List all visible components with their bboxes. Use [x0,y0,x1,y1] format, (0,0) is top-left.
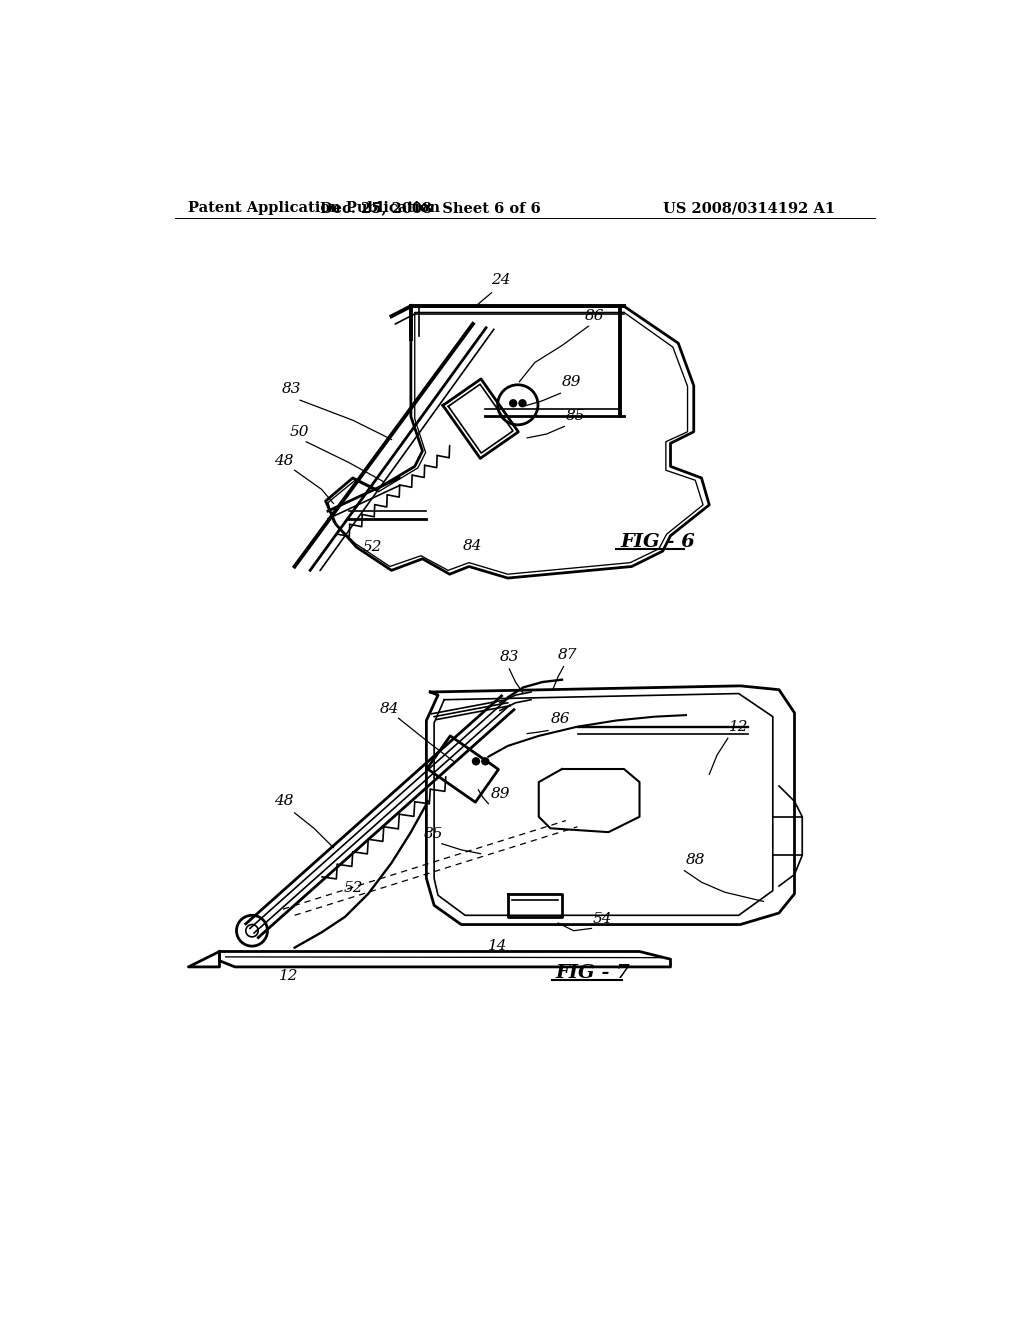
Circle shape [519,400,526,407]
Text: 89: 89 [490,787,510,800]
Text: 88: 88 [686,854,706,867]
Text: 86: 86 [586,309,605,323]
Text: Dec. 25, 2008  Sheet 6 of 6: Dec. 25, 2008 Sheet 6 of 6 [319,202,541,215]
Text: 83: 83 [282,383,301,396]
Text: 48: 48 [273,454,293,467]
Text: 85: 85 [424,828,443,841]
Text: 14: 14 [488,939,508,953]
Circle shape [510,400,517,407]
Text: 84: 84 [463,539,482,553]
Circle shape [481,758,488,764]
Text: 24: 24 [490,273,510,286]
Text: 50: 50 [289,425,308,438]
Text: 84: 84 [380,702,399,715]
Circle shape [472,758,479,764]
Text: 52: 52 [362,540,382,554]
Text: 83: 83 [500,651,519,664]
Text: 12: 12 [729,719,749,734]
Text: 48: 48 [273,795,293,808]
Text: 86: 86 [550,711,570,726]
Text: Patent Application Publication: Patent Application Publication [188,202,440,215]
Text: FIG - 6: FIG - 6 [621,533,695,550]
Text: 89: 89 [562,375,582,388]
Text: 12: 12 [280,969,299,983]
Text: 52: 52 [343,882,362,895]
Text: FIG - 7: FIG - 7 [556,964,631,982]
Text: 85: 85 [566,409,586,424]
Text: 87: 87 [558,648,578,661]
Text: 54: 54 [593,912,612,927]
Text: US 2008/0314192 A1: US 2008/0314192 A1 [663,202,835,215]
